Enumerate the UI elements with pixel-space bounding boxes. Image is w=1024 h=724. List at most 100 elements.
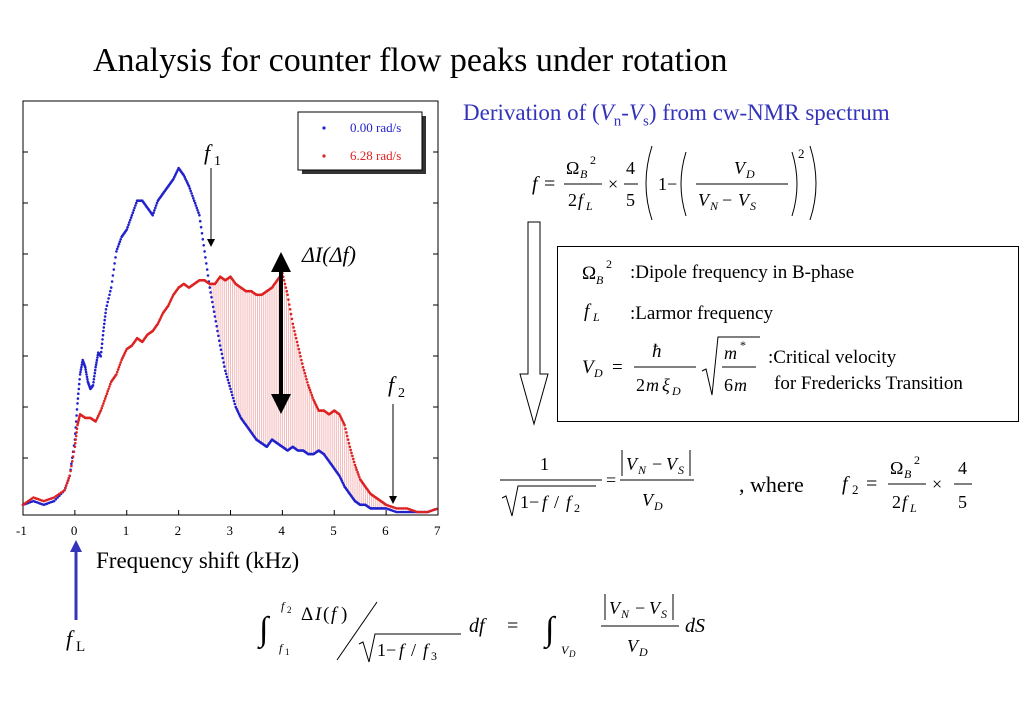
data-point bbox=[307, 386, 311, 390]
data-point bbox=[127, 223, 130, 227]
svg-text:/: / bbox=[554, 492, 559, 512]
svg-text:V: V bbox=[698, 190, 711, 210]
f2-annotation: f 2 bbox=[388, 372, 405, 504]
data-point bbox=[93, 371, 97, 375]
data-point bbox=[85, 375, 89, 379]
data-point bbox=[103, 399, 106, 403]
data-point bbox=[220, 352, 224, 356]
svg-text:dS: dS bbox=[685, 615, 705, 637]
data-point bbox=[222, 361, 225, 364]
data-point bbox=[352, 457, 355, 461]
data-point bbox=[101, 338, 104, 341]
data-point bbox=[301, 362, 304, 365]
data-point bbox=[305, 378, 308, 381]
data-point bbox=[287, 298, 290, 301]
data-point bbox=[290, 317, 294, 321]
fl-label: f bbox=[66, 626, 75, 651]
data-point bbox=[75, 414, 78, 417]
data-point bbox=[197, 211, 200, 214]
data-point bbox=[69, 469, 72, 473]
derivation-down-arrow bbox=[519, 221, 549, 426]
svg-text:2: 2 bbox=[892, 492, 901, 512]
svg-text:f: f bbox=[331, 604, 339, 625]
subtitle-v1: V bbox=[599, 100, 614, 125]
svg-text:D: D bbox=[745, 167, 755, 181]
data-point bbox=[294, 336, 298, 340]
svg-text:V: V bbox=[649, 598, 662, 618]
data-point bbox=[204, 256, 207, 259]
data-point bbox=[217, 334, 220, 338]
svg-text:1−: 1− bbox=[658, 174, 677, 194]
data-point bbox=[119, 238, 122, 241]
svg-text:N: N bbox=[620, 607, 630, 621]
data-point bbox=[403, 510, 407, 514]
fl-sub: L bbox=[76, 639, 85, 655]
svg-text:I: I bbox=[314, 604, 323, 625]
data-point bbox=[126, 225, 129, 229]
data-point bbox=[64, 486, 67, 490]
data-point bbox=[292, 326, 295, 329]
data-point bbox=[129, 216, 133, 219]
data-point bbox=[219, 348, 223, 352]
svg-text:B: B bbox=[596, 273, 604, 287]
data-point bbox=[199, 225, 203, 229]
svg-text:B: B bbox=[580, 167, 588, 181]
svg-text:2: 2 bbox=[287, 605, 292, 615]
svg-text:f: f bbox=[399, 640, 407, 660]
data-point bbox=[303, 371, 307, 375]
data-point bbox=[218, 339, 221, 343]
data-point bbox=[109, 286, 113, 289]
fl-symbol: f L bbox=[584, 301, 600, 324]
data-point bbox=[65, 481, 69, 485]
x-tick-label: -1 bbox=[16, 523, 27, 538]
data-point bbox=[109, 289, 112, 293]
svg-text:Ω: Ω bbox=[566, 158, 579, 178]
where-text: , where bbox=[739, 472, 804, 497]
svg-text:D: D bbox=[638, 645, 648, 659]
data-point bbox=[68, 474, 71, 478]
svg-text:2: 2 bbox=[574, 501, 580, 515]
svg-text:L: L bbox=[585, 199, 593, 213]
definitions-box: Ω B 2 :Dipole frequency in B-phase f L :… bbox=[557, 246, 1019, 422]
data-point bbox=[131, 211, 135, 214]
data-point bbox=[232, 399, 236, 403]
data-point bbox=[100, 342, 104, 346]
legend-label-blue: 0.00 rad/s bbox=[350, 120, 401, 135]
data-point bbox=[100, 346, 103, 350]
data-point bbox=[67, 476, 71, 480]
data-point bbox=[66, 479, 70, 482]
f1-label: f bbox=[204, 140, 213, 165]
svg-text:/: / bbox=[411, 640, 416, 660]
data-point bbox=[309, 391, 313, 394]
data-point bbox=[80, 363, 84, 367]
svg-text:B: B bbox=[904, 467, 912, 481]
data-point bbox=[206, 274, 210, 277]
svg-text:f: f bbox=[902, 492, 910, 512]
delta-i-head-down bbox=[271, 394, 291, 414]
vd-equation: V D = ħ 2 m ξ D m * 6 m bbox=[582, 336, 760, 398]
svg-text:2: 2 bbox=[606, 257, 612, 271]
svg-text:2: 2 bbox=[798, 146, 805, 161]
data-point bbox=[125, 228, 129, 231]
data-point bbox=[70, 462, 73, 466]
data-point bbox=[308, 388, 312, 392]
data-point bbox=[117, 365, 121, 369]
data-point bbox=[189, 189, 192, 193]
data-point bbox=[151, 213, 154, 217]
data-point bbox=[283, 282, 287, 286]
x-tick-label: 1 bbox=[123, 523, 130, 538]
svg-text:ξ: ξ bbox=[662, 375, 670, 395]
data-point bbox=[215, 324, 218, 328]
svg-text:N: N bbox=[709, 199, 719, 213]
svg-text:=: = bbox=[507, 615, 518, 637]
svg-text:D: D bbox=[593, 366, 603, 380]
subtitle-v2: V bbox=[628, 100, 643, 125]
svg-text:V: V bbox=[626, 454, 639, 474]
data-point bbox=[225, 375, 229, 379]
data-point bbox=[229, 387, 232, 391]
data-point bbox=[92, 381, 95, 384]
svg-text:S: S bbox=[750, 199, 756, 213]
data-point bbox=[104, 308, 108, 311]
legend-box bbox=[297, 111, 423, 171]
